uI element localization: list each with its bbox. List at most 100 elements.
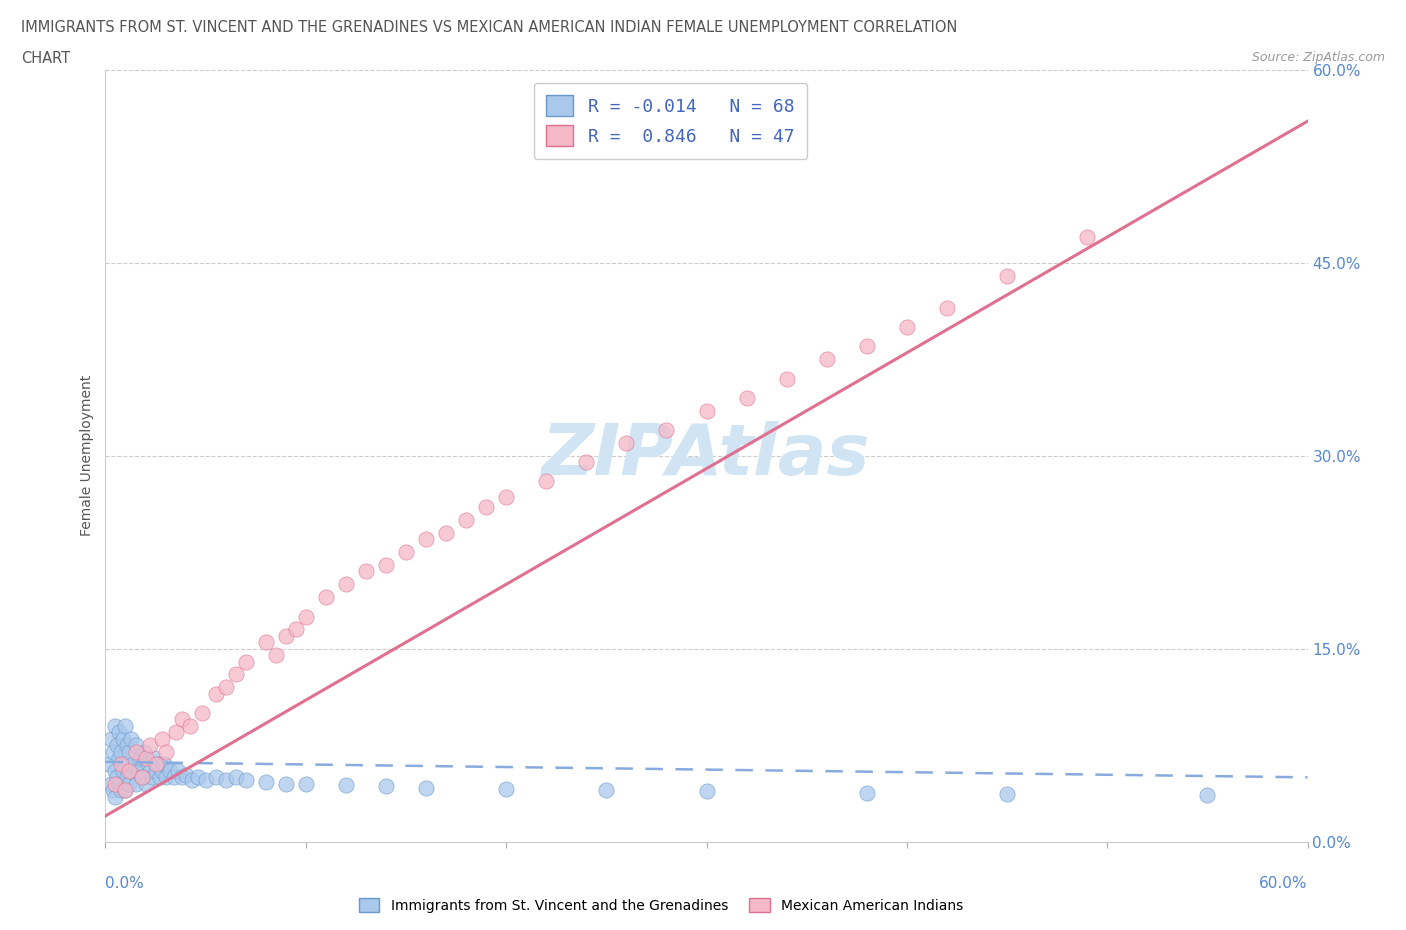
Point [415,532,437,547]
Point [896,320,918,335]
Point [155,770,177,785]
Point [98,757,121,772]
Point [295,609,318,624]
Text: IMMIGRANTS FROM ST. VINCENT AND THE GRENADINES VS MEXICAN AMERICAN INDIAN FEMALE: IMMIGRANTS FROM ST. VINCENT AND THE GREN… [21,20,957,35]
Point [100,777,122,791]
Point [335,777,357,792]
Legend: Immigrants from St. Vincent and the Grenadines, Mexican American Indians: Immigrants from St. Vincent and the Gren… [353,893,969,919]
Point [114,783,136,798]
Point [225,667,247,682]
Point [114,783,136,798]
Point [159,764,181,778]
Point [995,268,1018,283]
Point [315,590,337,604]
Point [190,706,212,721]
Point [142,751,165,765]
Point [108,724,131,739]
Point [374,558,398,573]
Point [110,783,132,798]
Point [475,499,498,514]
Point [104,764,127,778]
Point [150,764,173,778]
Point [124,777,146,791]
Point [855,339,877,353]
Point [254,775,277,790]
Point [135,751,157,765]
Point [1197,788,1219,803]
Text: 0.0%: 0.0% [105,876,145,891]
Point [131,770,153,785]
Point [121,731,143,746]
Point [124,744,146,759]
Point [132,744,155,759]
Point [136,757,159,772]
Point [225,770,247,785]
Point [127,764,149,778]
Point [616,435,638,450]
Point [284,622,307,637]
Text: Source: ZipAtlas.com: Source: ZipAtlas.com [1251,51,1385,64]
Point [204,686,226,701]
Point [114,757,136,772]
Point [118,744,141,759]
Point [180,773,202,788]
Point [254,635,277,650]
Point [104,790,127,804]
Point [138,764,160,778]
Point [138,737,160,752]
Point [495,489,517,504]
Point [274,777,297,791]
Point [165,724,187,739]
Point [575,455,598,470]
Point [495,781,517,796]
Point [187,770,209,785]
Point [194,773,217,788]
Point [179,719,201,734]
Point [174,767,197,782]
Point [100,731,122,746]
Point [855,785,877,800]
Point [150,731,173,746]
Point [655,422,678,437]
Point [815,352,838,366]
Point [395,545,418,560]
Point [235,773,257,788]
Point [204,770,226,785]
Point [155,744,177,759]
Point [335,577,357,591]
Point [108,777,131,791]
Point [214,680,236,695]
Point [135,777,157,791]
Point [104,777,127,791]
Point [235,654,257,669]
Point [112,731,135,746]
Y-axis label: Female Unemployment: Female Unemployment [80,375,94,537]
Point [454,512,477,527]
Point [696,784,718,799]
Point [121,764,143,778]
Point [112,764,135,778]
Text: ZIPAtlas: ZIPAtlas [543,421,870,490]
Point [936,300,959,315]
Legend: R = -0.014   N = 68, R =  0.846   N = 47: R = -0.014 N = 68, R = 0.846 N = 47 [534,83,807,159]
Point [214,773,236,788]
Point [110,744,132,759]
Point [1076,230,1098,245]
Point [103,783,125,798]
Point [107,770,129,785]
Point [274,629,297,644]
Point [117,770,139,785]
Point [141,770,163,785]
Point [145,757,167,772]
Point [145,764,167,778]
Point [131,770,153,785]
Point [170,712,193,727]
Point [534,474,557,489]
Point [122,757,145,772]
Point [118,777,141,791]
Point [128,751,150,765]
Point [103,744,125,759]
Point [595,783,617,798]
Point [110,757,132,772]
Point [264,647,287,662]
